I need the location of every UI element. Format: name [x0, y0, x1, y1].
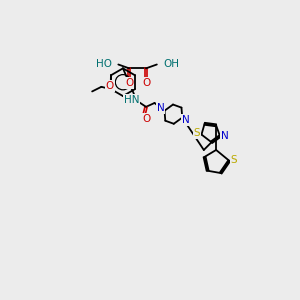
Text: HN: HN	[124, 95, 139, 105]
Text: N: N	[182, 115, 190, 125]
Text: N: N	[221, 131, 229, 141]
Text: OH: OH	[163, 59, 179, 70]
Text: O: O	[106, 81, 114, 91]
Text: O: O	[142, 114, 150, 124]
Text: S: S	[194, 128, 200, 138]
Text: O: O	[142, 78, 150, 88]
Text: O: O	[125, 78, 133, 88]
Text: N: N	[157, 103, 165, 113]
Text: S: S	[230, 155, 237, 165]
Text: HO: HO	[96, 59, 112, 70]
